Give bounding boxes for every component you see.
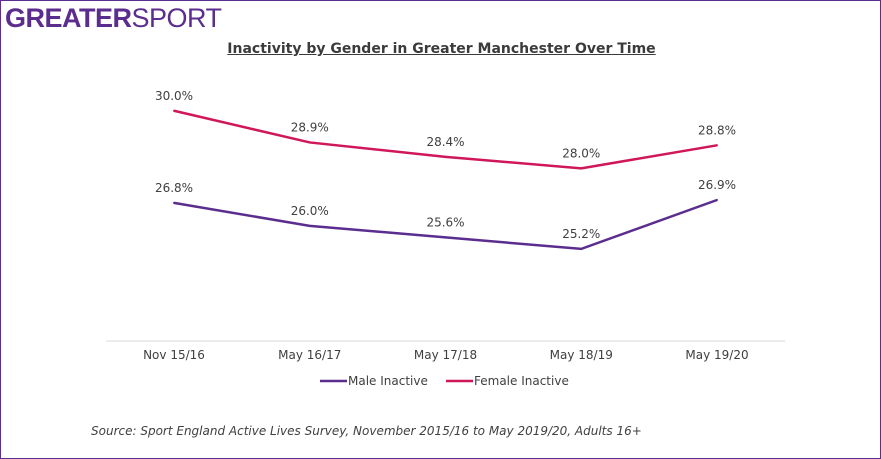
- legend-label: Male Inactive: [348, 374, 428, 388]
- chart-title: Inactivity by Gender in Greater Manchest…: [227, 41, 656, 57]
- data-label: 26.9%: [698, 178, 736, 192]
- data-label: 26.0%: [291, 204, 329, 218]
- data-point: [580, 247, 583, 250]
- legend-label: Female Inactive: [474, 374, 569, 388]
- x-tick-label: Nov 15/16: [143, 348, 205, 362]
- source-note: Source: Sport England Active Lives Surve…: [91, 424, 642, 438]
- x-tick-label: May 18/19: [550, 348, 613, 362]
- data-point: [308, 141, 311, 144]
- greatersport-logo: GREATERSPORT: [5, 3, 222, 34]
- data-point: [308, 224, 311, 227]
- data-point: [580, 167, 583, 170]
- data-point: [716, 144, 718, 147]
- data-label: 26.8%: [155, 181, 193, 195]
- data-point: [444, 155, 447, 158]
- data-label: 28.4%: [426, 135, 464, 149]
- data-label: 25.6%: [426, 215, 464, 229]
- data-label: 28.0%: [562, 146, 600, 160]
- logo-bold: GREATER: [5, 3, 132, 33]
- data-label: 28.9%: [291, 120, 329, 134]
- x-tick-label: May 19/20: [685, 348, 748, 362]
- data-point: [173, 109, 175, 112]
- data-point: [716, 198, 718, 201]
- data-label: 28.8%: [698, 123, 736, 137]
- data-label: 25.2%: [562, 227, 600, 241]
- data-point: [444, 236, 447, 239]
- logo-light: SPORT: [131, 3, 223, 33]
- x-tick-label: May 17/18: [414, 348, 477, 362]
- data-point: [173, 201, 175, 204]
- data-label: 30.0%: [155, 89, 193, 103]
- x-tick-label: May 16/17: [278, 348, 341, 362]
